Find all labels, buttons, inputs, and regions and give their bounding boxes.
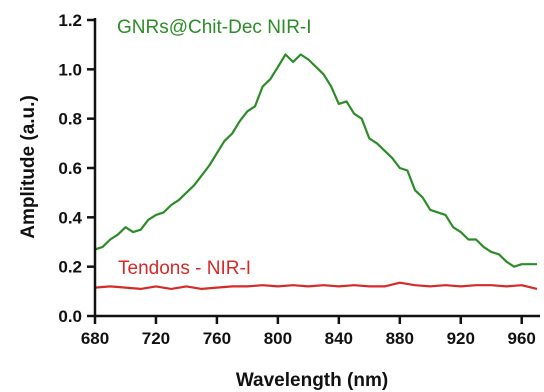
y-tick-label: 1.2	[58, 11, 82, 30]
y-tick-label: 0.6	[58, 159, 82, 178]
series-line-1	[94, 281, 538, 290]
x-tick-label: 760	[203, 329, 231, 348]
y-tick-label: 0.2	[58, 258, 82, 277]
series-label-gnrs: GNRs@Chit-Dec NIR-I	[117, 17, 312, 38]
x-tick-label: 720	[142, 329, 170, 348]
x-axis-ticks: 680 720 760 800 840 880 920 960	[81, 316, 536, 348]
x-tick-label: 880	[386, 329, 414, 348]
y-tick-label: 0.8	[58, 110, 82, 129]
x-axis-title: Wavelength (nm)	[236, 370, 388, 391]
series-layer	[94, 53, 538, 290]
y-tick-label: 0.0	[58, 307, 82, 326]
y-axis-ticks: 0.0 0.2 0.4 0.6 0.8 1.0 1.2	[58, 11, 95, 326]
y-tick-label: 1.0	[58, 60, 82, 79]
x-tick-label: 800	[264, 329, 292, 348]
y-tick-label: 0.4	[58, 208, 82, 227]
x-tick-label: 840	[325, 329, 353, 348]
x-tick-label: 680	[81, 329, 109, 348]
y-axis-title: Amplitude (a.u.)	[18, 95, 39, 239]
x-tick-label: 920	[447, 329, 475, 348]
series-label-tendons: Tendons - NIR-I	[118, 258, 251, 279]
x-tick-label: 960	[508, 329, 536, 348]
series-line-0	[94, 53, 537, 268]
